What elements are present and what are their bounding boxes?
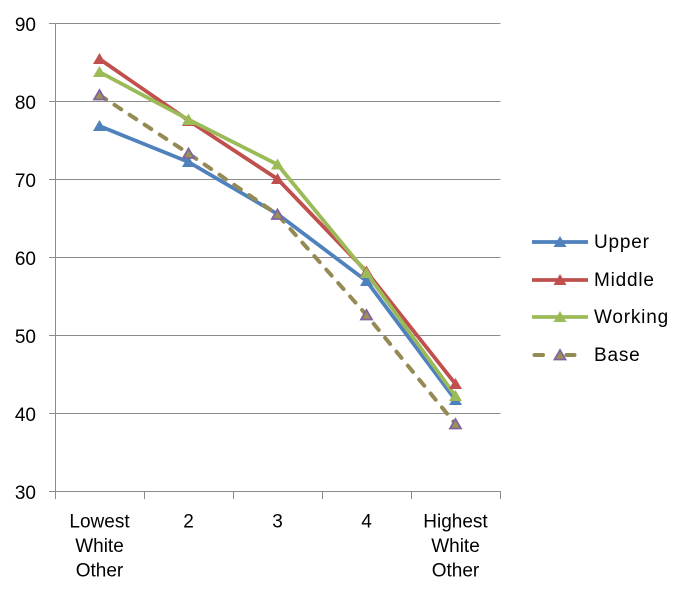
svg-text:80: 80 (15, 93, 36, 114)
svg-text:White: White (431, 536, 480, 557)
svg-text:4: 4 (361, 512, 372, 533)
svg-text:50: 50 (15, 327, 36, 348)
svg-text:90: 90 (15, 15, 36, 36)
svg-text:Working: Working (594, 307, 669, 328)
svg-text:Base: Base (594, 345, 641, 366)
svg-text:40: 40 (15, 405, 36, 426)
svg-text:White: White (75, 536, 124, 557)
svg-text:60: 60 (15, 249, 36, 270)
svg-text:Middle: Middle (594, 270, 655, 291)
svg-text:Upper: Upper (594, 232, 650, 253)
svg-text:3: 3 (272, 512, 283, 533)
svg-text:Other: Other (432, 561, 480, 582)
svg-text:Other: Other (76, 561, 124, 582)
svg-text:70: 70 (15, 171, 36, 192)
svg-text:Lowest: Lowest (69, 512, 130, 533)
svg-text:2: 2 (183, 512, 194, 533)
svg-text:30: 30 (15, 483, 36, 504)
svg-text:Highest: Highest (423, 512, 488, 533)
